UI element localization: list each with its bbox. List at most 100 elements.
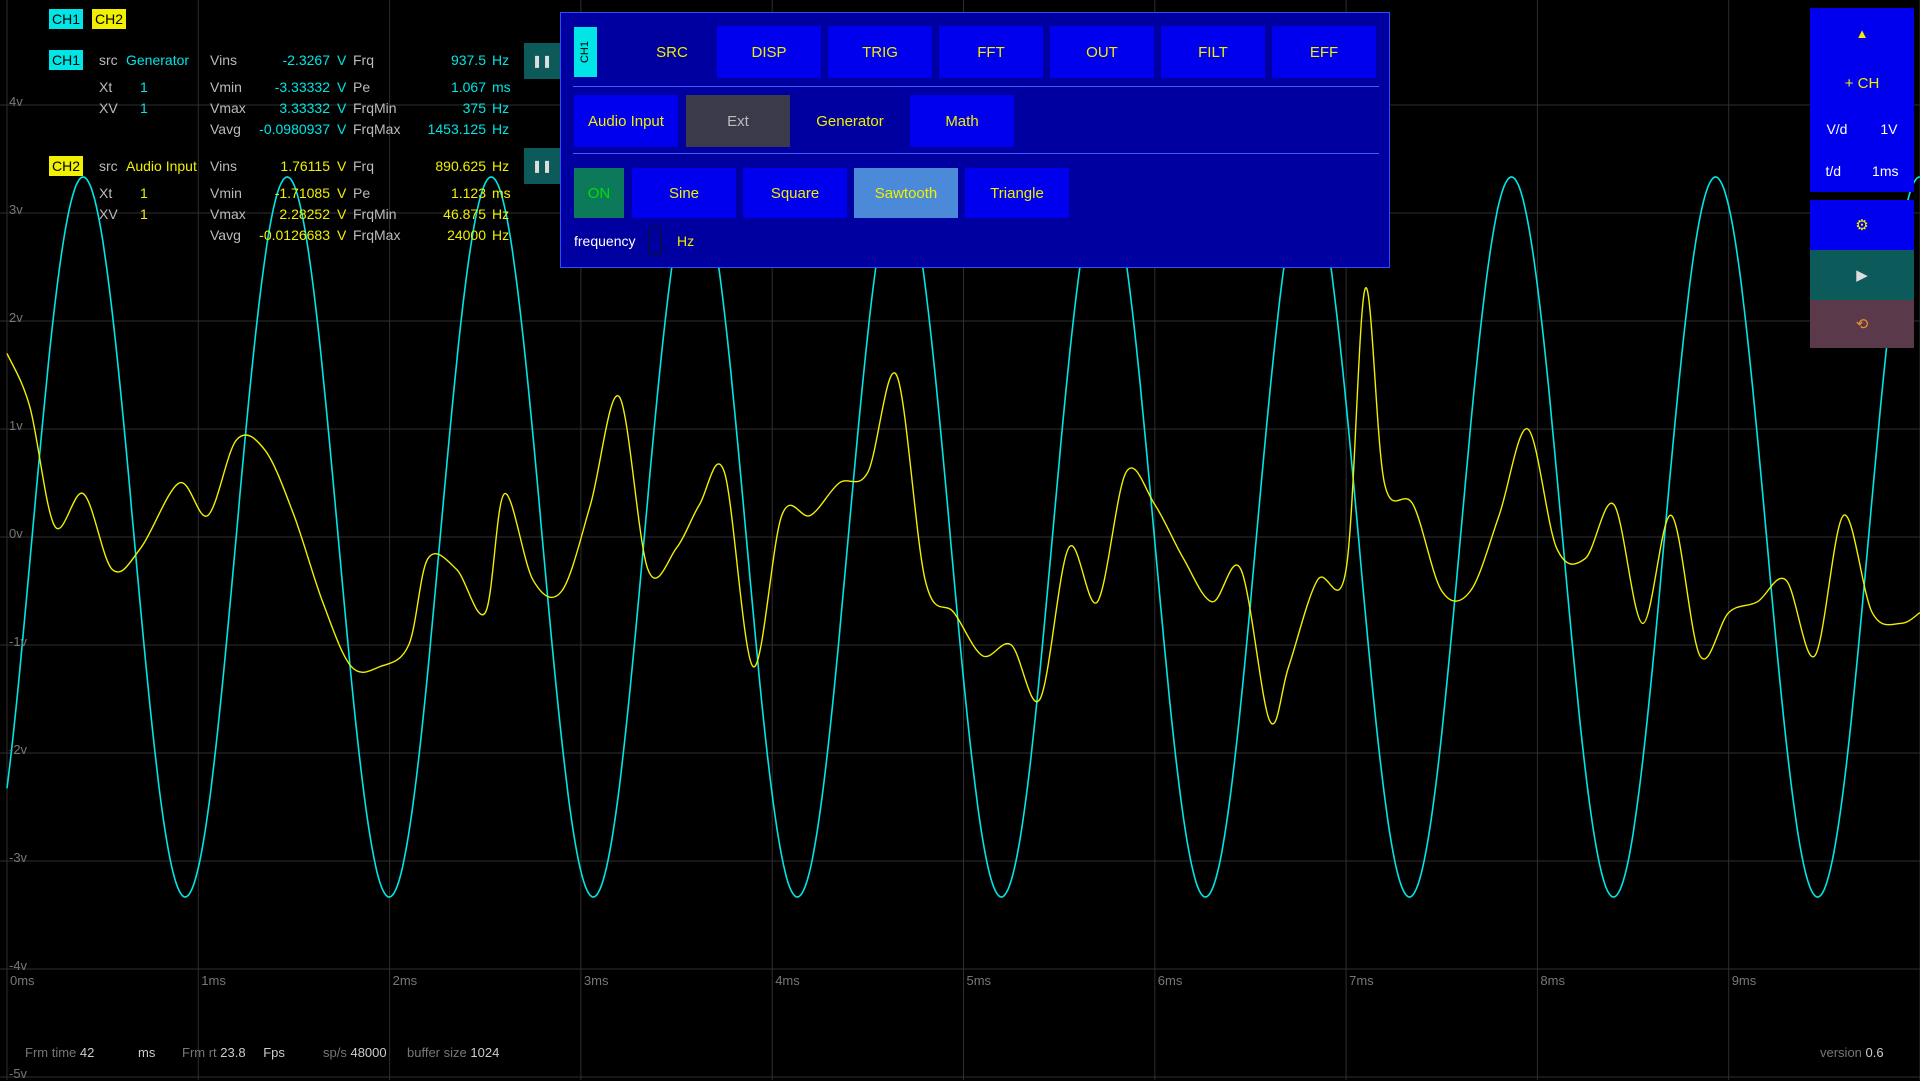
triangle-up-icon: ▲ [1855,25,1869,41]
frq-unit: Hz [492,52,510,68]
xt-value[interactable]: 1 [140,185,148,201]
play-button[interactable]: ▶ [1810,250,1914,300]
vmax-value: 2.28252 [279,206,330,222]
generator-on-button[interactable]: ON [574,168,624,218]
tab-filt[interactable]: FILT [1161,26,1265,78]
vavg-value: -0.0980937 [259,121,330,137]
tab-trig[interactable]: TRIG [828,26,932,78]
y-tick-label: -1v [9,634,28,649]
vins-unit: V [337,158,347,174]
collapse-up-button[interactable]: ▲ [1810,8,1914,58]
pe-value: 1.067 [450,79,486,95]
settings-button[interactable]: ⚙ [1810,200,1914,250]
frm-time-value: 42 [79,1045,95,1060]
vmax-label: Vmax [210,206,246,222]
source-generator[interactable]: Generator [816,112,884,130]
xv-value[interactable]: 1 [140,100,148,116]
pe-label: Pe [353,185,371,201]
frqmin-unit: Hz [492,100,510,116]
vins-value: -2.3267 [282,52,330,68]
vmax-label: Vmax [210,100,246,116]
tab-fft[interactable]: FFT [939,26,1043,78]
td-label: t/d [1825,163,1842,179]
version-value: 0.6 [1865,1045,1884,1060]
src-value[interactable]: Audio Input [126,158,197,174]
ch2-trace [6,287,1920,725]
ch1-label[interactable]: CH1 [49,50,84,70]
vmin-value: -3.33332 [274,79,330,95]
y-tick-label: -2v [9,742,28,757]
vavg-value: -0.0126683 [259,227,330,243]
tab-out[interactable]: OUT [1050,26,1154,78]
y-tick-label: 4v [9,94,23,109]
add-channel-button[interactable]: + CH [1810,58,1914,108]
panel-channel-tab[interactable]: CH1 [574,27,597,77]
vmax-value: 3.33332 [279,100,330,116]
ch1-pause-button[interactable]: ❚❚ [524,43,560,79]
y-tick-label: -4v [9,958,28,973]
right-sidebar: ▲ + CH V/d 1V t/d 1ms ⚙ ▶ ⟲ [1810,8,1914,348]
waveform-triangle[interactable]: Triangle [965,168,1069,218]
frqmin-unit: Hz [492,206,510,222]
waveform-sawtooth[interactable]: Sawtooth [854,168,958,218]
x-tick-label: 0ms [10,973,35,988]
frequency-label: frequency [574,233,636,249]
xt-label: Xt [99,185,113,201]
buffer-value: 1024 [470,1045,500,1060]
frq-unit: Hz [492,158,510,174]
sample-rate-status: sp/s 48000 [323,1045,387,1060]
x-tick-label: 2ms [392,973,418,988]
vmin-label: Vmin [210,79,242,95]
frqmax-label: FrqMax [353,227,401,243]
tab-eff[interactable]: EFF [1272,26,1376,78]
vmax-unit: V [337,206,347,222]
pause-icon: ❚❚ [531,159,553,173]
frm-rt-label: Frm rt [182,1045,217,1060]
version-status: version 0.6 [1820,1045,1884,1060]
pe-unit: ms [492,185,511,201]
frq-value: 937.5 [450,52,486,68]
td-value[interactable]: 1ms [1872,163,1899,179]
vins-label: Vins [210,52,237,68]
src-value[interactable]: Generator [126,52,190,68]
tab-src[interactable]: SRC [656,43,688,61]
frequency-input[interactable] [649,227,661,255]
frqmax-unit: Hz [492,121,510,137]
pe-value: 1.123 [450,185,486,201]
reset-icon: ⟲ [1855,316,1869,333]
frm-time-unit: ms [138,1045,156,1060]
frm-rt-value: 23.8 [220,1045,246,1060]
x-tick-label: 3ms [583,973,609,988]
xt-value[interactable]: 1 [140,79,148,95]
frqmin-value: 46.875 [443,206,486,222]
version-label: version [1820,1045,1862,1060]
source-audio-input[interactable]: Audio Input [574,95,678,147]
vins-value: 1.76115 [280,158,330,174]
vavg-label: Vavg [210,227,241,243]
x-tick-label: 1ms [201,973,226,988]
tab-disp[interactable]: DISP [717,26,821,78]
frqmax-label: FrqMax [353,121,401,137]
xv-label: XV [99,100,118,116]
pe-label: Pe [353,79,371,95]
reset-button[interactable]: ⟲ [1810,300,1914,348]
frequency-unit: Hz [677,233,695,249]
source-ext[interactable]: Ext [686,95,790,147]
vins-unit: V [337,52,347,68]
vd-value[interactable]: 1V [1880,121,1898,137]
ch2-tag[interactable]: CH2 [92,9,127,29]
vmin-unit: V [337,185,347,201]
source-math[interactable]: Math [910,95,1014,147]
x-tick-label: 8ms [1540,973,1565,988]
y-tick-label: -5v [9,1066,28,1081]
ch2-label[interactable]: CH2 [49,156,84,176]
frqmax-value: 1453.125 [427,121,486,137]
ch1-tag[interactable]: CH1 [49,9,84,29]
waveform-sine[interactable]: Sine [632,168,736,218]
y-tick-label: 2v [9,310,23,325]
ch2-pause-button[interactable]: ❚❚ [524,148,560,184]
xv-value[interactable]: 1 [140,206,148,222]
vavg-label: Vavg [210,121,241,137]
waveform-square[interactable]: Square [743,168,847,218]
frm-rt-unit: Fps [263,1045,285,1060]
